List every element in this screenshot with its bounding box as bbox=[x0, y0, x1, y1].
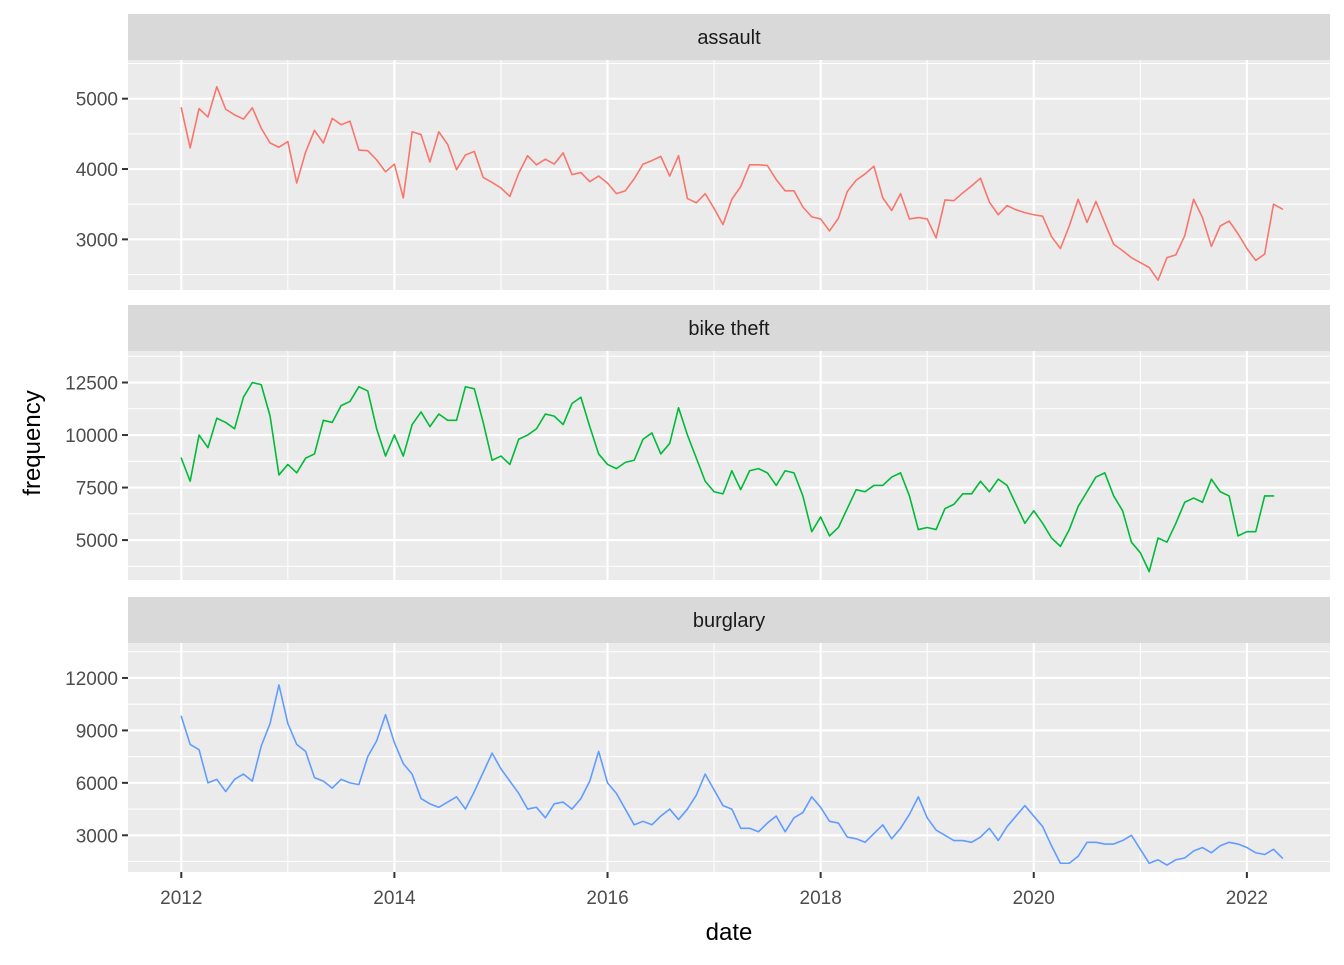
x-tick-label: 2012 bbox=[160, 888, 202, 909]
y-tick-label: 6000 bbox=[76, 774, 118, 795]
series-line-bike-theft bbox=[180, 381, 1275, 573]
y-tick-label: 5000 bbox=[76, 531, 118, 552]
x-tick-label: 2014 bbox=[373, 888, 416, 909]
series-line-assault bbox=[180, 85, 1284, 281]
panel-background bbox=[128, 351, 1330, 580]
y-tick-label: 12500 bbox=[65, 374, 118, 395]
x-axis-title: date bbox=[706, 919, 753, 946]
facet-strip bbox=[128, 14, 1330, 60]
y-tick-label: 7500 bbox=[76, 479, 118, 500]
panel-background bbox=[128, 643, 1330, 872]
x-tick-label: 2018 bbox=[800, 888, 842, 909]
y-tick-label: 4000 bbox=[76, 160, 118, 181]
facet-strip-label: burglary bbox=[693, 610, 765, 632]
x-tick-label: 2020 bbox=[1013, 888, 1055, 909]
facet-strip-label: assault bbox=[697, 27, 761, 49]
y-tick-label: 3000 bbox=[76, 826, 118, 847]
facet-strip bbox=[128, 305, 1330, 351]
x-tick-label: 2022 bbox=[1226, 888, 1268, 909]
y-tick-label: 5000 bbox=[76, 90, 118, 111]
y-tick-label: 9000 bbox=[76, 721, 118, 742]
facet-strip bbox=[128, 597, 1330, 643]
series-line-burglary bbox=[180, 684, 1284, 866]
facet-strip-label: bike theft bbox=[688, 318, 770, 340]
x-tick-label: 2016 bbox=[586, 888, 628, 909]
panel-background bbox=[128, 60, 1330, 290]
y-tick-label: 10000 bbox=[65, 426, 118, 447]
y-axis-title: frequency bbox=[19, 390, 46, 495]
y-tick-label: 12000 bbox=[65, 669, 118, 690]
y-tick-label: 3000 bbox=[76, 230, 118, 251]
